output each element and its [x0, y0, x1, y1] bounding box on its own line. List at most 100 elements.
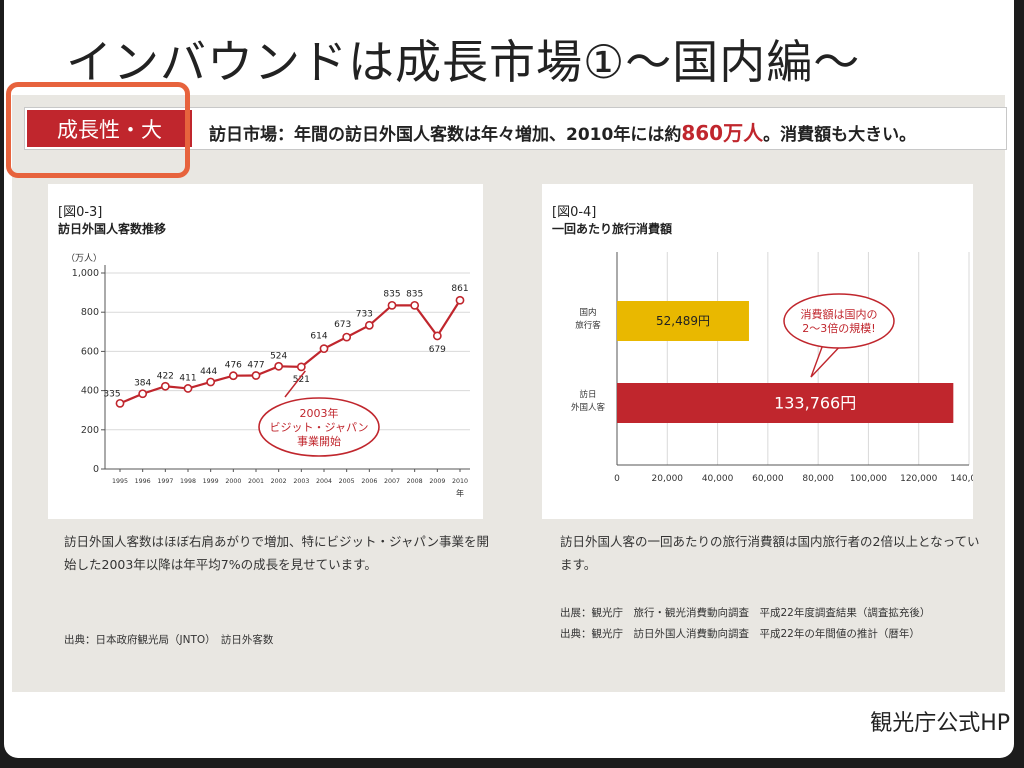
data-label: 733 [356, 309, 373, 319]
y-tick-label: 1,000 [72, 268, 99, 279]
tag-highlight-box [6, 82, 190, 178]
data-label: 477 [247, 361, 264, 371]
x-tick-label: 2000 [225, 478, 241, 485]
x-tick-label: 20,000 [652, 474, 684, 484]
x-tick-label: 0 [614, 474, 620, 484]
bar-value-label: 52,489円 [656, 314, 710, 328]
series-line [119, 299, 461, 405]
data-point [410, 300, 420, 310]
right-chart-card: [図0-4] 一回あたり旅行消費額 0 20,000 40,000 60,000 80,… [542, 184, 973, 519]
data-point [274, 361, 284, 371]
data-label: 444 [200, 367, 217, 377]
data-label: 614 [310, 332, 327, 342]
y-tick-label: 0 [93, 464, 99, 475]
banner-tag: 成長性・大 [27, 110, 192, 147]
callout-bubble [783, 293, 895, 349]
x-tick-label: 2001 [248, 478, 264, 485]
callout-bubble [258, 397, 380, 457]
bar [617, 301, 749, 341]
data-point [364, 320, 374, 330]
callout-text: ビジット・ジャパン [270, 421, 369, 434]
banner-text: 訪日市場：年間の訪日外国人客数は年々増加、2010年には約860万人。消費額も大… [209, 117, 916, 146]
data-point [455, 295, 465, 305]
data-label: 835 [406, 289, 423, 299]
category-label: 外国人客 [571, 402, 606, 413]
x-tick-label: 1996 [135, 478, 151, 485]
data-point [432, 331, 442, 341]
banner-text-after: 。消費額も大きい。 [763, 125, 917, 145]
x-tick-label: 1997 [157, 478, 173, 485]
right-source-2: 出典：観光庁 訪日外国人消費動向調査 平成22年の年間値の推計（暦年） [560, 628, 920, 640]
x-tick-label: 40,000 [702, 474, 734, 484]
data-label: 679 [429, 345, 446, 355]
slide-canvas: インバウンドは成長市場①～国内編～ 成長性・大 訪日市場：年間の訪日外国人客数は… [4, 0, 1014, 758]
category-label: 旅行客 [575, 320, 601, 331]
x-tick-label: 1998 [180, 478, 196, 485]
x-tick-label: 1999 [203, 478, 219, 485]
x-tick-label: 1995 [112, 478, 128, 485]
data-point [251, 371, 261, 380]
data-label: 476 [225, 361, 242, 371]
data-point [115, 398, 125, 408]
x-tick-label: 2008 [407, 478, 423, 485]
y-tick-label: 800 [81, 307, 99, 318]
data-label: 384 [134, 379, 151, 389]
data-label: 335 [103, 389, 120, 399]
slide-title: インバウンドは成長市場①～国内編～ [66, 35, 861, 89]
bar [617, 383, 954, 423]
x-tick-label: 80,000 [802, 474, 834, 484]
data-label: 411 [179, 373, 196, 383]
callout-text: 消費額は国内の [801, 307, 878, 321]
content-panel: 成長性・大 訪日市場：年間の訪日外国人客数は年々増加、2010年には約860万人… [12, 95, 1007, 692]
data-label: 521 [293, 375, 310, 385]
category-label: 訪日 [579, 389, 596, 400]
y-tick-label: 400 [81, 386, 99, 397]
x-tick-label: 2010 [452, 478, 468, 485]
data-label: 861 [451, 284, 468, 294]
data-point [296, 362, 306, 372]
left-fig-label: [図0-3] [58, 205, 103, 220]
callout-pointer [284, 370, 306, 398]
banner-highlight: 860万人 [681, 121, 764, 145]
left-source: 出典：日本政府観光局（JNTO） 訪日外客数 [64, 634, 274, 646]
bar-chart: 0 20,000 40,000 60,000 80,000 100,000 120,000 1… [571, 252, 973, 484]
right-sources: 出展：観光庁 旅行・観光消費動向調査 平成22年度調査結果（調査拡充後） 出典：… [560, 603, 985, 645]
bar-value-label: 133,766円 [774, 394, 856, 413]
data-label: 524 [270, 351, 287, 361]
right-fig-label: [図0-4] [552, 205, 597, 220]
data-point [228, 371, 238, 381]
data-point [206, 377, 216, 387]
data-label: 835 [383, 289, 400, 299]
footer-source-note: 観光庁公式HP [870, 711, 1010, 736]
data-point [183, 384, 193, 393]
right-fig-title: 一回あたり旅行消費額 [552, 222, 673, 236]
x-tick-label: 60,000 [752, 474, 784, 484]
x-tick-label: 100,000 [850, 474, 887, 484]
data-point [319, 344, 329, 354]
x-axis-unit: 年 [456, 488, 464, 498]
y-tick-label: 600 [81, 346, 99, 357]
category-label: 国内 [579, 307, 596, 318]
data-point [138, 389, 148, 399]
data-label: 673 [334, 320, 351, 330]
x-tick-label: 140,000 [950, 474, 973, 484]
right-description: 訪日外国人客の一回あたりの旅行消費額は国内旅行者の2倍以上となっています。 [560, 534, 980, 572]
left-chart-card: [図0-3] 訪日外国人客数推移 （万人） 0 200 400 600 800 1,000 1… [48, 184, 483, 519]
x-tick-label: 2009 [429, 478, 445, 485]
x-tick-label: 2005 [339, 478, 355, 485]
x-tick-label: 2006 [361, 478, 377, 485]
data-label: 422 [157, 371, 174, 381]
line-chart: （万人） 0 200 400 600 800 1,000 1995 1996 1997 1998 19… [66, 253, 470, 498]
data-point [387, 300, 397, 310]
right-source-1: 出展：観光庁 旅行・観光消費動向調査 平成22年度調査結果（調査拡充後） [560, 607, 931, 619]
x-tick-label: 2003 [293, 478, 309, 485]
callout-text: 事業開始 [297, 434, 341, 448]
x-tick-label: 2007 [384, 478, 400, 485]
x-tick-label: 120,000 [900, 474, 937, 484]
callout-text: 2003年 [300, 406, 339, 420]
banner-text-before: 訪日市場：年間の訪日外国人客数は年々増加、2010年には約 [209, 125, 682, 145]
x-tick-label: 2004 [316, 478, 332, 485]
left-description: 訪日外国人客数はほぼ右肩あがりで増加、特にビジット・ジャパン事業を開始した200… [64, 534, 490, 572]
y-axis-unit: （万人） [66, 253, 102, 264]
